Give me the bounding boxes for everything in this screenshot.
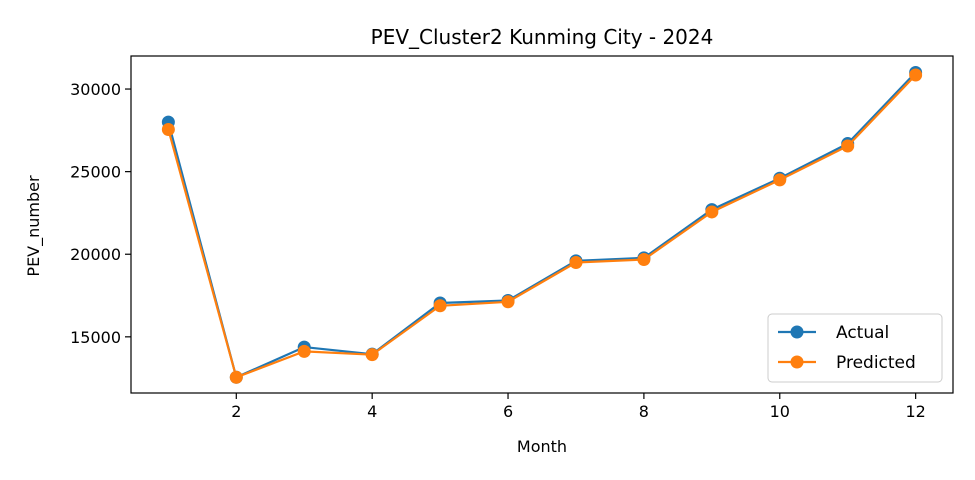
legend: Actual Predicted: [767, 313, 943, 383]
legend-item: Predicted: [778, 353, 916, 373]
x-axis-title: Month: [517, 437, 567, 456]
series-line: [167, 74, 917, 379]
x-tick-label: 12: [905, 402, 925, 421]
plot-area: [161, 66, 923, 384]
chart-title: PEV_Cluster2 Kunming City - 2024: [371, 25, 714, 49]
y-tick-label: 15000: [70, 328, 121, 347]
series-predicted: [161, 68, 923, 384]
legend-label: Predicted: [836, 353, 916, 373]
x-tick-label: 2: [231, 402, 241, 421]
data-point: [501, 295, 515, 309]
data-point: [161, 123, 175, 137]
x-axis: 2 4 6 8 10 12: [231, 393, 926, 421]
legend-marker: [790, 325, 804, 339]
data-point: [773, 173, 787, 187]
series-line: [167, 71, 917, 379]
data-point: [433, 299, 447, 313]
legend-item: Actual: [778, 323, 889, 343]
data-point: [297, 344, 311, 358]
y-tick-label: 20000: [70, 245, 121, 264]
data-point: [637, 253, 651, 267]
data-point: [365, 348, 379, 362]
x-tick-label: 8: [639, 402, 649, 421]
y-axis-title: PEV_number: [24, 175, 44, 277]
plot-frame: [130, 55, 954, 394]
x-tick-label: 4: [367, 402, 377, 421]
data-point: [229, 370, 243, 384]
y-tick-label: 25000: [70, 163, 121, 182]
data-point: [705, 205, 719, 219]
y-axis: 15000 20000 25000 30000: [70, 80, 131, 347]
y-tick-label: 30000: [70, 80, 121, 99]
data-point: [841, 139, 855, 153]
legend-label: Actual: [836, 323, 889, 343]
legend-marker: [790, 355, 804, 369]
x-tick-label: 6: [503, 402, 513, 421]
x-tick-label: 10: [770, 402, 790, 421]
data-point: [569, 255, 583, 269]
data-point: [909, 68, 923, 82]
